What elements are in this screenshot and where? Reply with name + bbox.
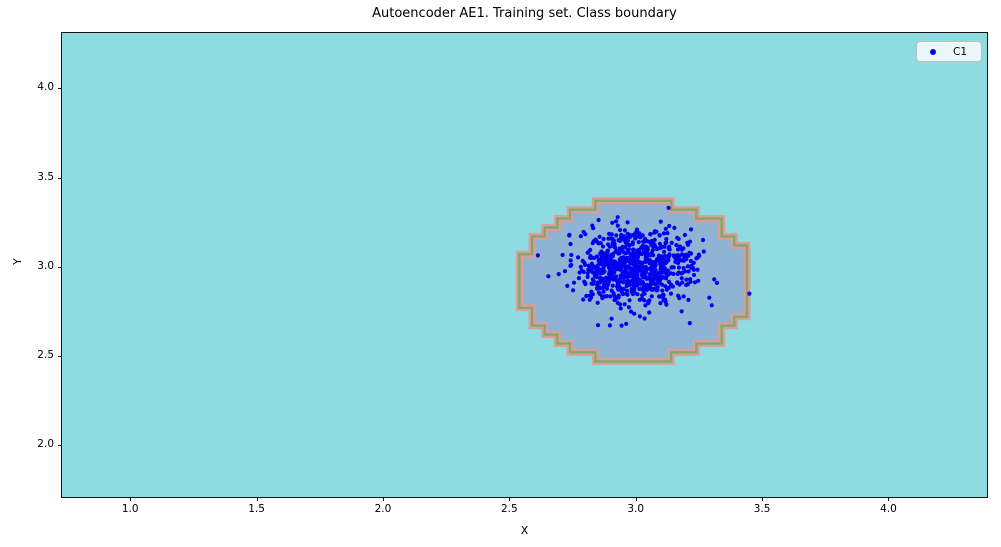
- x-tick-mark: [130, 497, 132, 501]
- x-tick-mark: [635, 497, 637, 501]
- y-tick-mark: [58, 177, 62, 179]
- x-tick-mark: [382, 497, 384, 501]
- x-tick-label: 3.0: [627, 503, 645, 515]
- scatter-series-c1: [535, 205, 752, 328]
- y-tick-label: 2.0: [37, 438, 54, 451]
- y-tick-label: 3.0: [37, 259, 54, 272]
- plot-area: [62, 33, 987, 497]
- legend-label: C1: [953, 45, 968, 58]
- legend: C1: [916, 41, 982, 62]
- x-tick-mark: [888, 497, 890, 501]
- y-tick-mark: [58, 88, 62, 90]
- y-tick-mark: [58, 356, 62, 357]
- x-tick-label: 2.5: [500, 503, 518, 515]
- y-tick-label: 2.5: [37, 349, 54, 361]
- x-tick-mark: [509, 497, 511, 501]
- x-tick-label: 2.0: [374, 503, 392, 515]
- x-tick-label: 1.0: [121, 503, 139, 515]
- x-tick-mark: [256, 497, 258, 501]
- x-tick-label: 1.5: [248, 503, 265, 515]
- y-tick-mark: [58, 445, 62, 447]
- y-axis-label: Y: [10, 258, 24, 265]
- x-tick-mark: [762, 497, 764, 501]
- y-tick-label: 3.5: [37, 170, 54, 183]
- legend-marker-dot-icon: [930, 48, 936, 55]
- x-tick-label: 3.5: [753, 503, 771, 515]
- boundary-contour-inner: [518, 199, 749, 363]
- plot-title: Autoencoder AE1. Training set. Class bou…: [372, 6, 677, 21]
- plot-canvas: [62, 33, 987, 497]
- y-tick-label: 4.0: [37, 81, 54, 94]
- x-tick-label: 4.0: [880, 503, 897, 515]
- x-axis-label: X: [520, 524, 529, 537]
- y-tick-mark: [58, 266, 62, 268]
